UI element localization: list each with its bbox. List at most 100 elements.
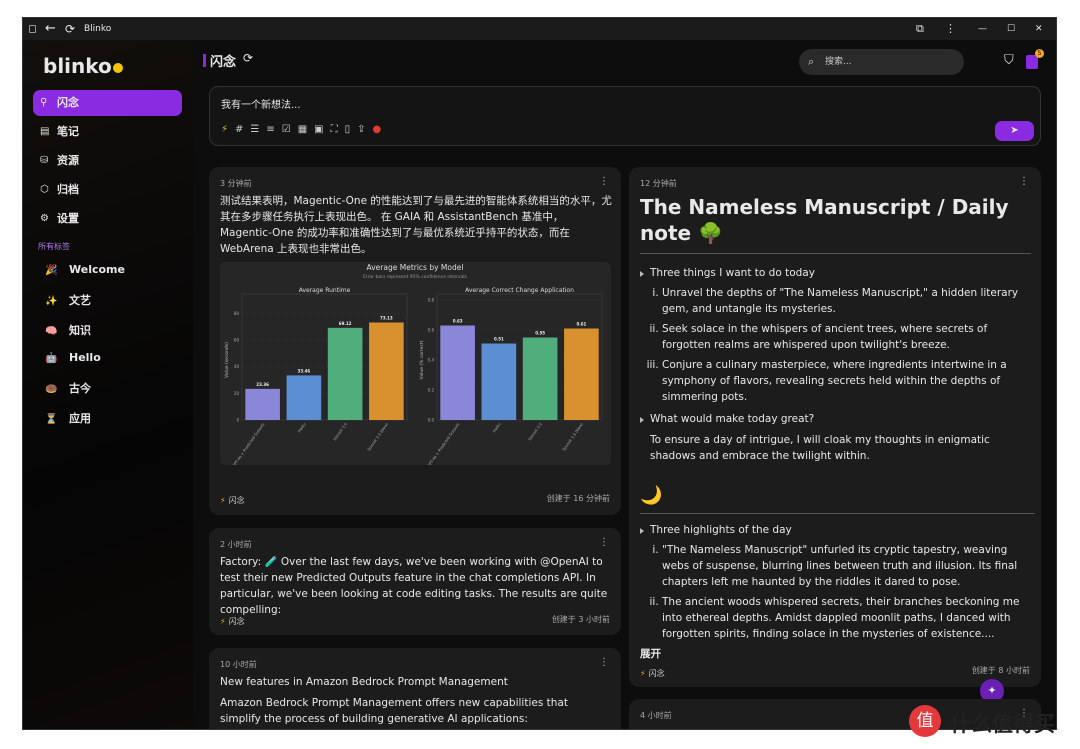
maximize-button[interactable]: ☐ (1007, 24, 1016, 34)
refresh-button[interactable]: ⟳ (243, 51, 254, 65)
nav-label: 闪念 (57, 96, 79, 109)
nav-label: 设置 (57, 212, 79, 225)
note-footer: 创建于 3 小时前 (551, 615, 610, 624)
bar-value-label: 0.61 (576, 322, 586, 327)
bar (481, 343, 517, 420)
y-tick-label: 60 (234, 338, 240, 343)
nav-item[interactable]: ⛁ 资源 (33, 148, 182, 174)
note-menu[interactable]: ⋮ (1019, 708, 1029, 719)
chart-title: Average Metrics by Model (367, 263, 464, 272)
tag-icon: 🍩 (45, 384, 58, 396)
nav-item[interactable]: ⚙ 设置 (33, 206, 182, 232)
sub-list: "The Nameless Manuscript" unfurled its c… (640, 542, 1035, 642)
y-tick-label: 0.6 (428, 328, 435, 333)
bar (564, 328, 599, 420)
editor[interactable]: 我有一个新想法... ⚡#☰≡☑▦▣⛶▯⇪● ➤ (209, 86, 1041, 146)
nav-label: 归档 (57, 183, 79, 196)
y-tick-label: 0 (236, 418, 239, 423)
watermark-logo: 值 (909, 705, 941, 737)
tag-item[interactable]: 🍩 古今 (45, 380, 91, 396)
nav-icon: ⛁ (40, 155, 49, 166)
nav-item[interactable]: ⚲ 闪念 (33, 90, 182, 116)
note-card[interactable]: 12 分钟前 ⋮ The Nameless Manuscript / Daily … (629, 167, 1041, 687)
note-menu[interactable]: ⋮ (599, 176, 609, 187)
tag-item[interactable]: 🧠 知识 (45, 322, 91, 338)
panel-title: Average Correct Change Application (465, 287, 574, 294)
sidebar: blinko ⚲ 闪念 ▤ 笔记 ⛁ 资源 ⬡ 归档 ⚙ 设置 所有标签 🎉 Welcome ✨ 文艺 🧠… (23, 40, 193, 729)
nav-icon: ⚲ (40, 97, 48, 108)
list-item: What would make today great? (640, 411, 1035, 427)
badge: 5 (1035, 49, 1044, 58)
note-card[interactable]: 4 小时前 ⋮ (629, 699, 1041, 729)
close-button[interactable]: ✕ (1035, 24, 1043, 34)
bar-value-label: 0.63 (453, 319, 463, 324)
search-icon: ⌕ (808, 55, 815, 68)
tag-item[interactable]: ✨ 文艺 (45, 292, 91, 308)
tag-label: Welcome (69, 263, 125, 276)
search-placeholder: 搜索... (825, 57, 852, 67)
tag-label: 文艺 (69, 294, 91, 308)
note-time: 10 小时前 (220, 660, 257, 669)
minimize-button[interactable]: — (978, 24, 987, 34)
y-tick-label: 80 (234, 311, 240, 316)
tag-item[interactable]: ⏳ 应用 (45, 410, 91, 426)
logo-text: blinko (43, 54, 112, 78)
note-menu[interactable]: ⋮ (599, 537, 609, 548)
note-text: Factory: 🧪 Over the last few days, we've… (220, 556, 608, 616)
note-tag[interactable]: 闪念 (220, 614, 245, 630)
sub-item: Unravel the depths of "The Nameless Manu… (662, 285, 1035, 317)
back-button[interactable]: ← (45, 21, 56, 36)
x-tick-label: Haiku (296, 421, 307, 433)
app-icon (29, 25, 36, 33)
search-box[interactable]: ⌕ 搜索... (799, 49, 964, 75)
note-menu[interactable]: ⋮ (599, 657, 609, 668)
extensions-button[interactable]: ⧉ (916, 22, 924, 35)
editor-toolbar[interactable]: ⚡#☰≡☑▦▣⛶▯⇪● (221, 124, 389, 135)
sub-list: Unravel the depths of "The Nameless Manu… (640, 285, 1035, 405)
bar (369, 322, 404, 420)
bar-value-label: 33.46 (298, 368, 311, 373)
nav-label: 资源 (57, 154, 79, 167)
expand-button[interactable]: 展开 (640, 648, 661, 660)
tag-label: 知识 (69, 323, 91, 337)
note-tag[interactable]: 闪念 (220, 493, 245, 509)
heading-emoji: 🌳 (698, 221, 723, 245)
bar (522, 337, 558, 420)
plot-area (436, 293, 603, 421)
note-time: 3 分钟前 (220, 179, 252, 188)
emoji: 🌙 (640, 485, 663, 506)
tag-item[interactable]: 🎉 Welcome (45, 263, 125, 276)
logo-dot (112, 63, 123, 73)
plot-area (241, 293, 408, 421)
note-card[interactable]: 2 小时前 ⋮ Factory: 🧪 Over the last few days… (209, 528, 621, 635)
filter-button[interactable]: ⛉ (1004, 53, 1014, 68)
reload-button[interactable]: ⟳ (65, 22, 76, 36)
nav-icon: ▤ (40, 126, 50, 137)
nav-item[interactable]: ▤ 笔记 (33, 119, 182, 145)
nav-item[interactable]: ⬡ 归档 (33, 177, 182, 203)
note-heading: The Nameless Manuscript / Daily note 🌳 (640, 194, 1035, 246)
menu-button[interactable]: ⋮ (945, 22, 956, 35)
note-time: 4 小时前 (640, 711, 672, 720)
bar-value-label: 23.36 (256, 382, 269, 387)
note-card[interactable]: 10 小时前 ⋮ New features in Amazon Bedrock P… (209, 648, 621, 729)
heading-text: The Nameless Manuscript / Daily note (640, 195, 1009, 245)
x-tick-label: Haiku (491, 421, 502, 433)
watermark: 什么值得买 (950, 712, 1055, 736)
note-footer: 创建于 16 分钟前 (546, 494, 610, 503)
note-card[interactable]: 3 分钟前 ⋮ 测试结果表明，Magentic-One 的性能达到了与最先进的智能… (209, 167, 621, 515)
bar (286, 375, 322, 420)
tag-icon: 🧠 (45, 325, 58, 337)
y-tick-label: 0.8 (428, 298, 435, 303)
note-tag[interactable]: 闪念 (640, 666, 665, 682)
note-menu[interactable]: ⋮ (1019, 176, 1029, 187)
note-text: 测试结果表明，Magentic-One 的性能达到了与最先进的智能体系统相当的水… (220, 195, 612, 255)
sub-item: The ancient woods whispered secrets, the… (662, 594, 1035, 642)
notes-button[interactable] (1026, 55, 1038, 69)
tags-heading: 所有标签 (38, 242, 70, 251)
send-button[interactable]: ➤ (995, 121, 1034, 141)
divider (640, 513, 1035, 514)
y-tick-label: 0.0 (428, 418, 435, 423)
tag-item[interactable]: 🤖 Hello (45, 351, 101, 364)
